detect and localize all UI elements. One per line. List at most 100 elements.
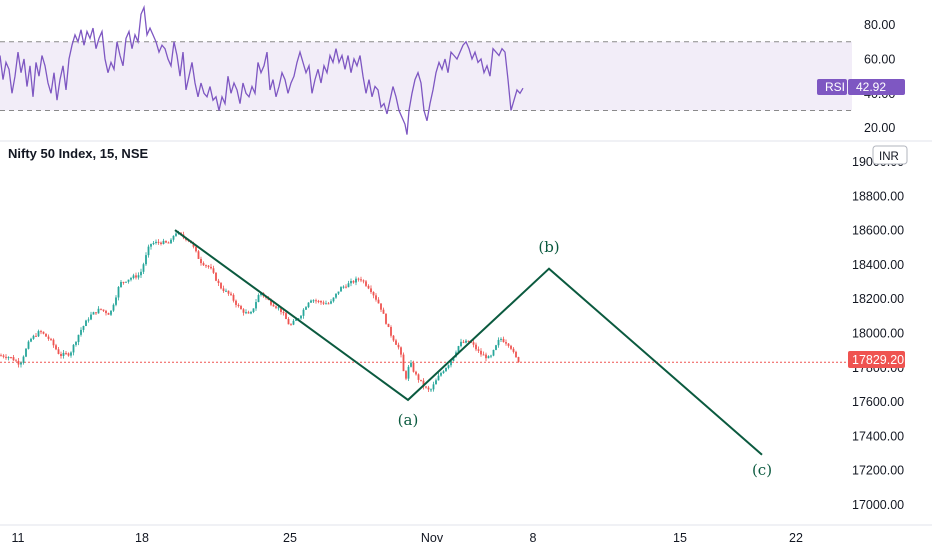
- candle: [480, 348, 482, 357]
- candle: [12, 355, 15, 361]
- candle: [35, 332, 37, 338]
- candle: [217, 278, 220, 287]
- candle: [432, 381, 435, 392]
- candle: [115, 295, 117, 307]
- candle: [387, 323, 390, 328]
- candle: [397, 342, 400, 350]
- wave-label-b[interactable]: (b): [538, 238, 559, 256]
- candle: [477, 346, 480, 354]
- candle: [240, 304, 242, 310]
- candle: [52, 338, 55, 348]
- rsi-axis-label: 20.00: [864, 121, 895, 135]
- candle: [465, 339, 467, 344]
- candle: [342, 285, 345, 289]
- candle: [367, 284, 370, 290]
- candle: [212, 265, 215, 275]
- candle: [107, 312, 110, 315]
- candle: [390, 325, 392, 338]
- candle: [335, 293, 337, 299]
- candle: [152, 241, 155, 246]
- candle: [155, 239, 157, 245]
- candle: [307, 302, 310, 309]
- candle: [362, 279, 365, 284]
- wave-label-a[interactable]: (a): [398, 411, 419, 429]
- price-panel: (a)(b)(c) 19000.0018800.0018600.0018400.…: [0, 155, 905, 512]
- candle: [132, 273, 135, 280]
- candle: [127, 279, 130, 284]
- candle: [502, 336, 505, 343]
- candle: [110, 310, 112, 316]
- rsi-axis-label: 60.00: [864, 52, 895, 66]
- candle: [207, 264, 210, 269]
- candle: [405, 370, 407, 381]
- candle: [0, 353, 2, 357]
- candle: [235, 299, 237, 308]
- candle: [412, 360, 415, 373]
- price-axis-label: 17400.00: [852, 429, 904, 443]
- candle: [475, 342, 477, 352]
- candle: [137, 272, 140, 280]
- candle: [305, 306, 307, 310]
- candle: [167, 241, 170, 244]
- time-axis[interactable]: 11 18 25 Nov 8 15 22: [12, 531, 803, 545]
- candle: [205, 264, 207, 268]
- candle: [87, 317, 90, 323]
- candle: [82, 325, 85, 333]
- candle: [237, 303, 240, 308]
- candle: [487, 355, 490, 359]
- candle: [70, 351, 72, 358]
- candle: [460, 338, 462, 348]
- candle: [255, 299, 257, 311]
- candle: [222, 285, 225, 293]
- candle: [162, 238, 165, 245]
- candle: [97, 306, 100, 314]
- candle: [352, 280, 355, 284]
- candle: [370, 285, 372, 294]
- candle: [450, 360, 452, 368]
- candle: [402, 352, 405, 372]
- candle: [317, 299, 320, 304]
- candle: [112, 303, 115, 312]
- candle: [105, 309, 107, 316]
- currency-button[interactable]: INR: [872, 145, 908, 165]
- candle: [482, 351, 485, 356]
- candle: [372, 291, 375, 299]
- candle: [47, 334, 50, 341]
- candle: [442, 370, 445, 374]
- candle: [67, 352, 70, 357]
- candle: [242, 308, 245, 316]
- candle: [485, 352, 487, 362]
- candle: [407, 365, 410, 382]
- candle: [90, 311, 92, 321]
- candle: [50, 337, 52, 342]
- last-price-tag: 17829.20: [852, 353, 904, 367]
- candle: [422, 378, 425, 390]
- candle: [62, 350, 65, 359]
- candle: [357, 277, 360, 282]
- elliott-wave-path[interactable]: [174, 229, 763, 456]
- candle: [42, 331, 45, 335]
- candle: [462, 339, 465, 344]
- candle: [467, 340, 470, 343]
- candle: [135, 272, 137, 280]
- candle: [325, 300, 327, 305]
- candle: [427, 385, 430, 393]
- rsi-value-tag: 42.92: [856, 80, 886, 94]
- candle: [130, 276, 132, 282]
- currency-button-label: INR: [879, 151, 899, 163]
- candle: [215, 272, 217, 282]
- price-axis-label: 18400.00: [852, 258, 904, 272]
- candle: [220, 281, 222, 290]
- candle: [375, 293, 377, 302]
- candle: [345, 284, 347, 289]
- wave-label-c[interactable]: (c): [752, 461, 772, 479]
- candle: [122, 281, 125, 285]
- candle: [472, 340, 475, 348]
- candle: [425, 385, 427, 389]
- rsi-series-line: [0, 4, 524, 135]
- candle: [380, 303, 382, 312]
- candle: [125, 281, 127, 283]
- rsi-badge-label: RSI: [825, 80, 845, 94]
